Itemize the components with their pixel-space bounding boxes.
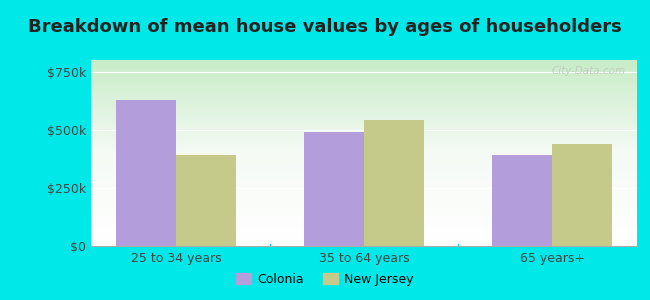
Legend: Colonia, New Jersey: Colonia, New Jersey bbox=[231, 268, 419, 291]
Text: City-Data.com: City-Data.com bbox=[552, 66, 626, 76]
Bar bbox=[492, 155, 552, 246]
Bar bbox=[364, 120, 424, 246]
Bar bbox=[116, 100, 176, 246]
Bar bbox=[176, 155, 236, 246]
Text: Breakdown of mean house values by ages of householders: Breakdown of mean house values by ages o… bbox=[28, 18, 622, 36]
Bar bbox=[552, 144, 612, 246]
Bar bbox=[304, 132, 364, 246]
